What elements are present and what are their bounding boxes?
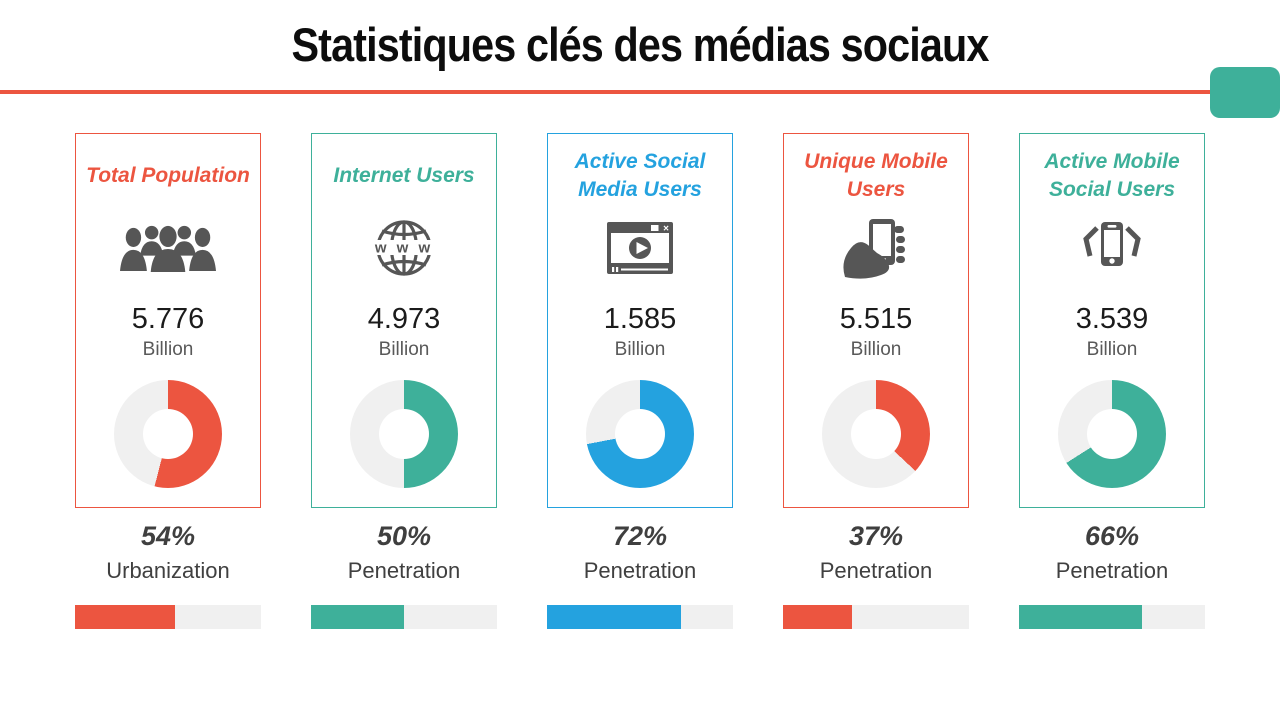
stats-row: Total Population 5.776 Bill xyxy=(0,133,1280,629)
donut-chart xyxy=(586,380,694,488)
stat-value: 4.973 xyxy=(367,303,441,335)
stat-card-unique-mobile-users: Unique Mobile Users 5.515 Billion xyxy=(783,133,969,629)
stat-value: 5.776 xyxy=(131,303,205,335)
stat-card-active-social-media-users: Active Social Media Users × 1.585 xyxy=(547,133,733,629)
progress-bar xyxy=(547,605,733,629)
percent-value: 37% xyxy=(848,521,904,551)
progress-bar-fill xyxy=(547,605,681,629)
stat-value: 1.585 xyxy=(603,303,677,335)
stat-unit: Billion xyxy=(378,339,430,360)
donut-hole xyxy=(379,409,429,459)
stat-value: 3.539 xyxy=(1075,303,1149,335)
percent-metric: Penetration xyxy=(347,558,461,583)
svg-text:×: × xyxy=(663,224,669,235)
percent-metric: Penetration xyxy=(583,558,697,583)
progress-bar xyxy=(75,605,261,629)
donut-hole xyxy=(851,409,901,459)
donut-hole xyxy=(143,409,193,459)
donut-chart xyxy=(114,380,222,488)
progress-bar-fill xyxy=(75,605,176,629)
divider-line xyxy=(0,90,1212,94)
donut-hole xyxy=(615,409,665,459)
progress-bar xyxy=(1019,605,1205,629)
percent-metric: Penetration xyxy=(1055,558,1169,583)
stat-card-box: Internet Users w w w 4.973 xyxy=(311,133,497,508)
percent-metric: Urbanization xyxy=(106,558,230,583)
progress-bar-fill xyxy=(311,605,404,629)
percent-value: 50% xyxy=(376,521,432,551)
stat-card-total-population: Total Population 5.776 Bill xyxy=(75,133,261,629)
stat-unit: Billion xyxy=(850,339,902,360)
corner-tab xyxy=(1210,67,1280,118)
donut-chart xyxy=(350,380,458,488)
stat-card-active-mobile-social-users: Active Mobile Social Users 3.539 Bil xyxy=(1019,133,1205,629)
percent-value: 66% xyxy=(1084,521,1140,551)
header: Statistiques clés des médias sociaux xyxy=(0,0,1280,120)
phone-shake-icon xyxy=(1079,213,1145,283)
hand-phone-icon xyxy=(843,213,909,283)
stat-card-internet-users: Internet Users w w w 4.973 xyxy=(311,133,497,629)
stat-card-box: Active Mobile Social Users 3.539 Bil xyxy=(1019,133,1205,508)
stat-card-box: Total Population 5.776 Bill xyxy=(75,133,261,508)
progress-bar xyxy=(783,605,969,629)
page-title: Statistiques clés des médias sociaux xyxy=(291,18,989,71)
progress-bar-fill xyxy=(1019,605,1142,629)
donut-hole xyxy=(1087,409,1137,459)
card-title: Internet Users xyxy=(333,164,475,187)
card-title: Unique Mobile Users xyxy=(804,150,948,201)
stat-unit: Billion xyxy=(614,339,666,360)
card-title: Total Population xyxy=(86,164,250,187)
card-title: Active Mobile Social Users xyxy=(1044,150,1180,201)
donut-chart xyxy=(1058,380,1166,488)
globe-www-icon: w w w xyxy=(370,213,438,283)
stat-unit: Billion xyxy=(142,339,194,360)
progress-bar xyxy=(311,605,497,629)
svg-text:w w w: w w w xyxy=(374,240,433,257)
stat-value: 5.515 xyxy=(839,303,913,335)
percent-value: 72% xyxy=(612,521,668,551)
stat-unit: Billion xyxy=(1086,339,1138,360)
donut-chart xyxy=(822,380,930,488)
people-group-icon xyxy=(120,213,216,283)
card-title: Active Social Media Users xyxy=(574,150,706,201)
percent-value: 54% xyxy=(140,521,196,551)
progress-bar-fill xyxy=(783,605,852,629)
percent-metric: Penetration xyxy=(819,558,933,583)
stat-card-box: Unique Mobile Users 5.515 Billion xyxy=(783,133,969,508)
video-player-icon: × xyxy=(607,213,673,283)
stat-card-box: Active Social Media Users × 1.585 xyxy=(547,133,733,508)
